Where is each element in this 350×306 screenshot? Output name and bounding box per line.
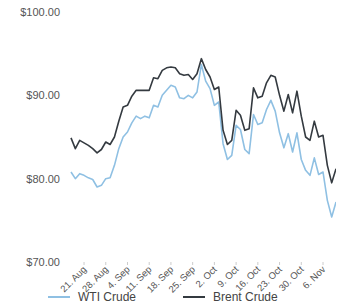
x-tick: [236, 262, 237, 265]
legend-label: Brent Crude: [213, 290, 278, 304]
x-tick: [105, 262, 106, 265]
x-tick: [214, 262, 215, 265]
y-tick-label: $70.00: [26, 256, 60, 268]
x-tick-label: 25. Sep: [166, 264, 197, 295]
legend-label: WTI Crude: [78, 290, 136, 304]
x-tick: [279, 262, 280, 265]
x-tick: [301, 262, 302, 265]
chart-svg: $70.00$80.00$90.00$100.0021. Aug28. Aug4…: [0, 0, 350, 306]
series-line: [71, 65, 336, 218]
plot-area: [71, 59, 336, 217]
y-tick-label: $100.00: [20, 6, 60, 18]
x-tick: [323, 262, 324, 265]
x-tick: [127, 262, 128, 265]
y-tick-label: $90.00: [26, 89, 60, 101]
x-tick-label: 2. Oct: [193, 263, 219, 289]
x-tick: [84, 262, 85, 265]
legend-swatch: [48, 296, 70, 298]
x-tick-label: 6. Nov: [300, 263, 327, 290]
series-line: [71, 59, 336, 183]
legend-swatch: [183, 296, 205, 298]
y-tick-label: $80.00: [26, 173, 60, 185]
x-tick: [149, 262, 150, 265]
x-tick-label: 30. Oct: [276, 263, 306, 293]
chart-container: $70.00$80.00$90.00$100.0021. Aug28. Aug4…: [0, 0, 350, 306]
x-tick: [192, 262, 193, 265]
x-tick: [257, 262, 258, 265]
x-tick: [170, 262, 171, 265]
